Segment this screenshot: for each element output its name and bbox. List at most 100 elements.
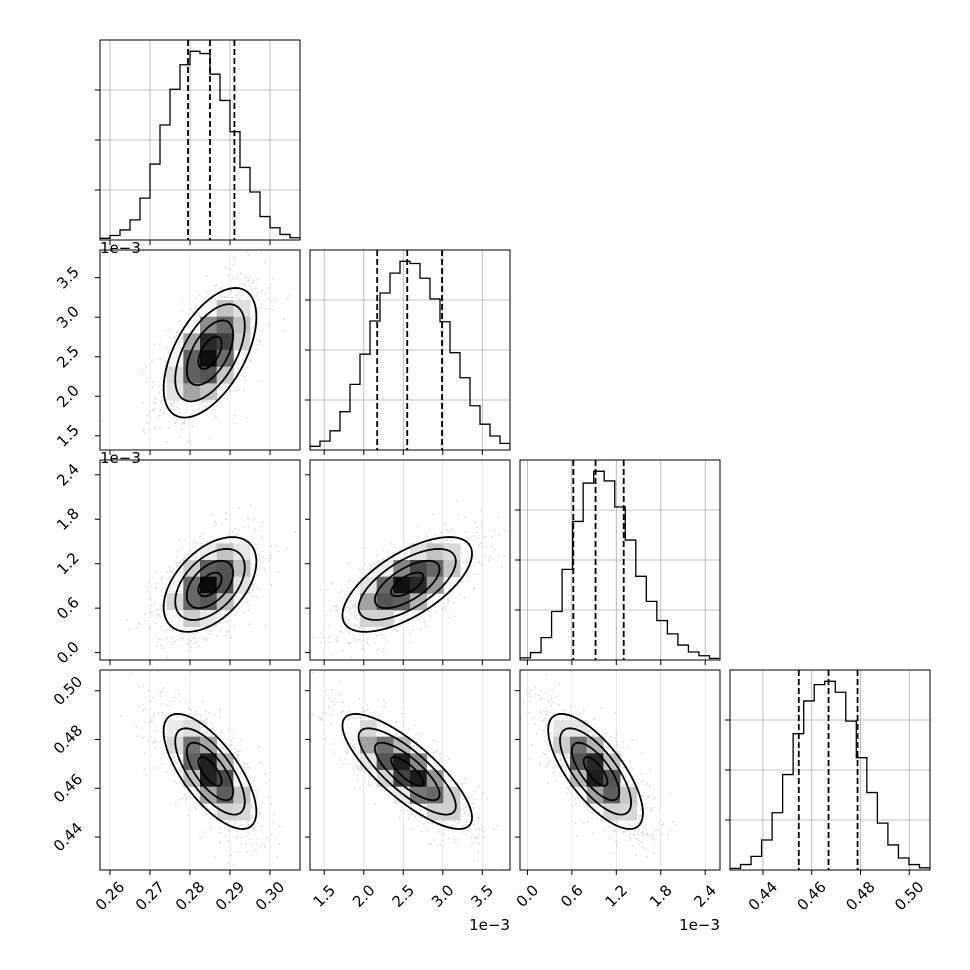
scatter-point: [303, 616, 305, 618]
scatter-point: [240, 843, 243, 846]
scatter-point: [238, 507, 240, 510]
scatter-point: [335, 701, 337, 704]
scatter-point: [341, 631, 344, 634]
scatter-point: [261, 556, 264, 558]
scatter-point: [218, 394, 221, 397]
scatter-point: [151, 386, 154, 389]
density-cell: [166, 720, 184, 738]
scatter-point: [150, 604, 153, 607]
scatter-point: [163, 665, 165, 667]
scatter-point: [190, 442, 193, 445]
scatter-point: [252, 809, 255, 812]
scatter-point: [171, 409, 174, 411]
scatter-point: [158, 391, 161, 394]
scatter-point: [215, 290, 218, 293]
scatter-point: [551, 689, 554, 691]
scatter-point: [348, 710, 351, 713]
scatter-point: [250, 854, 253, 856]
scatter-point: [261, 521, 264, 523]
scatter-point: [478, 807, 481, 809]
scatter-point: [194, 627, 196, 630]
scatter-point: [439, 757, 442, 760]
scatter-point: [157, 613, 160, 615]
scatter-point: [334, 605, 337, 608]
scatter-point: [450, 824, 453, 827]
scatter-point: [488, 557, 491, 559]
scatter-point: [162, 647, 165, 650]
contour-line: [341, 536, 473, 633]
scatter-point: [263, 568, 266, 571]
scatter-point: [278, 843, 281, 846]
scatter-point: [481, 796, 483, 799]
scatter-point: [249, 767, 252, 770]
scatter-point: [353, 617, 356, 619]
scatter-point: [154, 602, 156, 605]
scatter-point: [411, 828, 414, 831]
y-tick-label: 0.48: [50, 721, 86, 757]
scatter-point: [191, 715, 194, 718]
scatter-point: [177, 639, 180, 641]
density-cell: [183, 383, 201, 401]
scatter-point: [447, 600, 449, 603]
density-cell: [426, 543, 444, 561]
scatter-point: [244, 277, 247, 280]
scatter-point: [240, 837, 242, 839]
scatter-point: [384, 790, 387, 792]
scatter-point: [652, 798, 655, 801]
density-cell: [183, 736, 201, 754]
scatter-point: [230, 636, 232, 639]
scatter-point: [230, 740, 233, 742]
scatter-point: [472, 806, 475, 809]
scatter-point: [145, 380, 148, 383]
scatter-point: [141, 373, 143, 376]
scatter-point: [452, 838, 455, 841]
scatter-point: [384, 701, 387, 704]
scatter-point: [352, 606, 355, 609]
scatter-point: [253, 563, 256, 566]
scatter-point: [415, 733, 417, 736]
scatter-point: [255, 850, 257, 853]
scatter-point: [249, 359, 251, 362]
scatter-point: [250, 562, 253, 565]
scatter-point: [192, 541, 195, 544]
scatter-point: [185, 679, 188, 681]
scatter-point: [177, 692, 180, 695]
scatter-point: [202, 721, 205, 724]
scatter-point: [646, 833, 649, 836]
scatter-point: [350, 656, 353, 659]
scatter-point: [232, 296, 234, 299]
scatter-point: [465, 561, 468, 564]
scatter-point: [246, 821, 249, 824]
scatter-point: [454, 840, 456, 843]
scatter-point: [425, 625, 428, 627]
scatter-point: [232, 864, 235, 867]
scatter-point: [460, 808, 462, 811]
scatter-point: [244, 355, 247, 358]
scatter-point: [247, 277, 249, 279]
scatter-point: [373, 562, 376, 565]
scatter-point: [219, 841, 222, 844]
density-cell: [410, 543, 428, 561]
scatter-point: [467, 575, 470, 577]
scatter-point: [173, 641, 176, 643]
scatter-point: [413, 611, 415, 614]
y-tick-label: 2.4: [53, 460, 83, 490]
scatter-point: [185, 717, 188, 720]
scatter-point: [433, 762, 436, 765]
scatter-point: [261, 801, 264, 804]
scatter-point: [260, 290, 263, 293]
scatter-point: [448, 530, 451, 533]
scatter-point: [218, 716, 221, 719]
scatter-point: [223, 749, 226, 752]
scatter-point: [463, 804, 466, 807]
scatter-point: [466, 560, 468, 563]
scatter-point: [471, 802, 474, 805]
scatter-point: [260, 251, 263, 254]
scatter-point: [255, 294, 258, 297]
scatter-point: [348, 619, 351, 622]
scatter-point: [233, 414, 236, 417]
scatter-point: [465, 833, 468, 835]
scatter-point: [178, 765, 181, 768]
scatter-point: [265, 781, 268, 784]
scatter-point: [176, 761, 178, 764]
